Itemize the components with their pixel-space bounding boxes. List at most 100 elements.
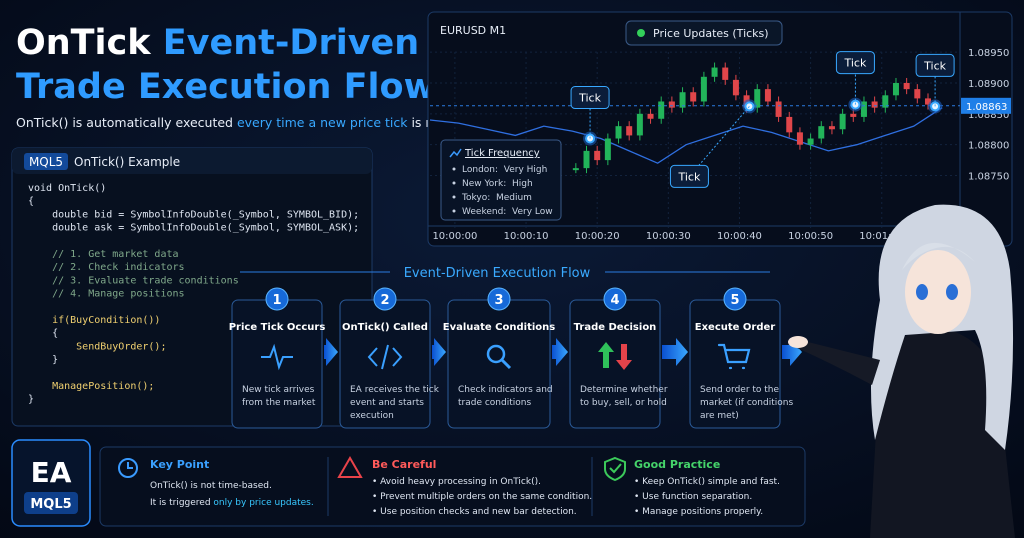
frequency-bullet bbox=[452, 209, 456, 213]
note-line-part: It is triggered bbox=[150, 498, 213, 508]
bangs bbox=[902, 242, 975, 270]
current-price-box bbox=[961, 97, 1011, 114]
note-line-part: • Prevent multiple orders on the same co… bbox=[372, 492, 592, 502]
tick-box bbox=[570, 86, 610, 110]
note-line: • Avoid heavy processing in OnTick(). bbox=[372, 477, 541, 487]
step-box bbox=[231, 299, 323, 429]
note-line: • Use function separation. bbox=[634, 492, 752, 502]
price-label: 1.08750 bbox=[968, 172, 1009, 183]
step-text: to buy, sell, or hold bbox=[580, 398, 667, 408]
code-line: ManagePosition(); bbox=[28, 381, 154, 392]
step-number: 4 bbox=[610, 293, 619, 308]
candle bbox=[871, 101, 878, 108]
code-line: double ask = SymbolInfoDouble(_Symbol, S… bbox=[28, 223, 359, 234]
flow-arrow bbox=[782, 338, 802, 366]
flow-arrow bbox=[552, 338, 568, 366]
step-text: from the market bbox=[242, 398, 316, 408]
time-label: 10:00:10 bbox=[504, 231, 549, 242]
clock-icon bbox=[118, 458, 138, 478]
candle bbox=[679, 92, 686, 108]
clock-hands bbox=[127, 462, 133, 469]
step-number: 5 bbox=[730, 293, 739, 308]
subtitle-part: every time a new price tick bbox=[237, 115, 408, 130]
price-label: 1.08850 bbox=[968, 110, 1009, 121]
candle bbox=[732, 79, 739, 96]
step-number-circle bbox=[265, 287, 289, 311]
step-text: EA receives the tick bbox=[350, 385, 440, 395]
frequency-item: New York: High bbox=[462, 179, 533, 189]
code-line: // 2. Check indicators bbox=[28, 262, 185, 273]
search-handle bbox=[500, 358, 512, 370]
note-line-part: • Keep OnTick() simple and fast. bbox=[634, 477, 780, 487]
step-number: 3 bbox=[494, 293, 503, 308]
step-box bbox=[689, 299, 781, 429]
flow-arrow bbox=[662, 338, 688, 366]
candle bbox=[647, 113, 654, 119]
note-line: • Keep OnTick() simple and fast. bbox=[634, 477, 780, 487]
notes-panel: Key Point OnTick() is not time-based. It i… bbox=[99, 446, 806, 527]
frequency-item: Weekend: Very Low bbox=[462, 207, 553, 217]
code-line: } bbox=[28, 394, 34, 405]
face bbox=[905, 250, 971, 334]
candle bbox=[700, 76, 707, 102]
tick-label: Tick bbox=[677, 170, 700, 183]
step-number-circle bbox=[723, 287, 747, 311]
step-text: Check indicators and bbox=[458, 385, 553, 395]
candle bbox=[690, 92, 697, 102]
step-text: Determine whether bbox=[580, 385, 668, 395]
check-icon bbox=[609, 463, 622, 474]
candle bbox=[754, 89, 761, 108]
code-line: if(BuyCondition()) bbox=[28, 315, 160, 326]
frequency-bullet bbox=[452, 167, 456, 171]
badge-bottom-box bbox=[24, 492, 78, 514]
step-box bbox=[339, 299, 431, 429]
flow-arrow bbox=[324, 338, 338, 366]
tick-label: Tick bbox=[578, 92, 601, 105]
step-title: Price Tick Occurs bbox=[229, 322, 326, 333]
candle bbox=[711, 67, 718, 77]
flow-section: Event-Driven Execution Flow 1 Price Tick … bbox=[229, 266, 802, 429]
candle bbox=[807, 138, 814, 145]
time-label: 10:00:50 bbox=[788, 231, 833, 242]
time-label: 10:01:00 bbox=[859, 231, 904, 242]
note-line-part: only by price updates. bbox=[213, 498, 313, 508]
ea-badge: EA MQL5 bbox=[11, 439, 91, 527]
step-text: market (if conditions bbox=[700, 398, 793, 408]
step-box bbox=[569, 299, 661, 429]
price-label: 1.08800 bbox=[968, 141, 1009, 152]
note-title: Be Careful bbox=[372, 458, 436, 471]
candle bbox=[668, 101, 675, 108]
code-line: { bbox=[28, 196, 34, 207]
code-title: OnTick() Example bbox=[74, 155, 180, 169]
note-line: OnTick() is not time-based. bbox=[150, 481, 272, 491]
candle bbox=[860, 101, 867, 117]
legend-label: Price Updates (Ticks) bbox=[653, 27, 769, 40]
step-number-circle bbox=[373, 287, 397, 311]
code-line: double bid = SymbolInfoDouble(_Symbol, S… bbox=[28, 209, 359, 220]
step-number: 1 bbox=[272, 293, 281, 308]
time-label: 10:00:40 bbox=[717, 231, 762, 242]
step-text: are met) bbox=[700, 411, 739, 421]
candle bbox=[636, 113, 643, 136]
candle bbox=[572, 168, 579, 171]
note-line: It is triggered only by price updates. bbox=[150, 498, 314, 508]
step-text: trade conditions bbox=[458, 398, 531, 408]
frequency-item: Tokyo: Medium bbox=[461, 193, 532, 203]
candle bbox=[658, 101, 665, 119]
candle bbox=[626, 126, 633, 136]
code-line: // 4. Manage positions bbox=[28, 289, 185, 300]
candle bbox=[764, 89, 771, 102]
title-part: OnTick bbox=[16, 23, 151, 63]
note-title: Key Point bbox=[150, 458, 209, 471]
tick-box bbox=[915, 53, 955, 77]
code-line: SendBuyOrder(); bbox=[28, 341, 166, 352]
step-title: Trade Decision bbox=[574, 322, 657, 333]
cart-icon bbox=[717, 343, 751, 370]
time-label: 10:00:00 bbox=[432, 231, 477, 242]
tick-box bbox=[835, 51, 875, 75]
step-title: Evaluate Conditions bbox=[443, 322, 556, 333]
frequency-icon bbox=[449, 148, 462, 158]
code-badge: MQL5 bbox=[29, 155, 63, 169]
step-number-circle bbox=[603, 287, 627, 311]
candle bbox=[839, 113, 846, 130]
